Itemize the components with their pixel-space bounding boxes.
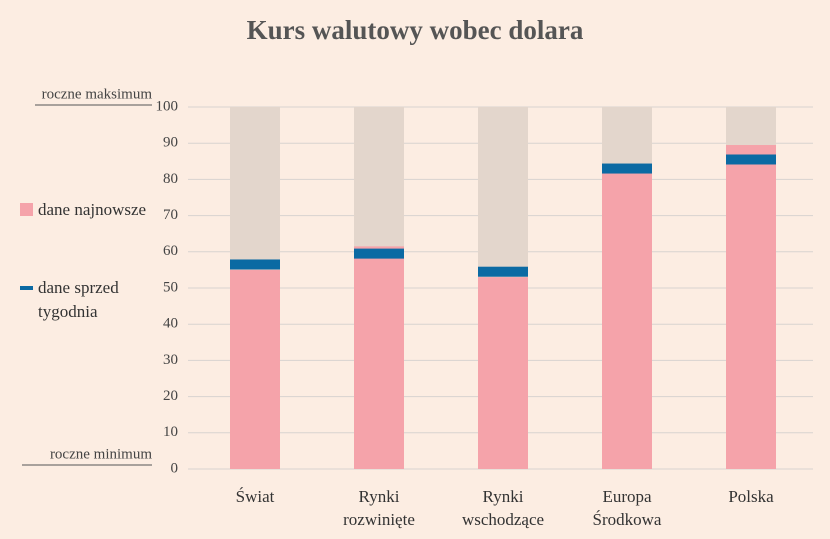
marker	[602, 163, 652, 174]
marker	[230, 259, 280, 270]
x-tick-label: Europa Środkowa	[592, 487, 662, 529]
legend-label: dane najnowsze	[38, 200, 147, 219]
bar	[478, 277, 528, 469]
annotation: roczne minimum	[50, 446, 152, 462]
x-tick-label: Rynki rozwinięte	[343, 487, 415, 529]
y-tick-label: 90	[163, 135, 178, 151]
bar	[354, 246, 404, 469]
y-tick-label: 70	[163, 207, 178, 223]
x-tick-label: Polska	[728, 487, 774, 506]
y-tick-label: 10	[163, 424, 178, 440]
legend-swatch	[20, 286, 33, 290]
marker	[726, 154, 776, 165]
y-tick-label: 60	[163, 243, 178, 259]
annotation: roczne maksimum	[42, 86, 153, 102]
y-tick-label: 100	[156, 98, 179, 114]
x-tick-label: Świat	[235, 487, 275, 506]
y-tick-label: 30	[163, 352, 178, 368]
y-tick-label: 0	[171, 460, 179, 476]
legend-swatch	[20, 203, 33, 216]
y-tick-label: 20	[163, 388, 178, 404]
y-tick-label: 50	[163, 279, 178, 295]
chart-title: Kurs walutowy wobec dolara	[247, 15, 584, 45]
x-tick-label: Rynki wschodzące	[461, 487, 545, 529]
bar	[726, 145, 776, 469]
bar	[602, 164, 652, 470]
y-tick-label: 80	[163, 171, 178, 187]
y-tick-label: 40	[163, 316, 178, 332]
legend-label: dane sprzed tygodnia	[38, 278, 119, 321]
bar	[230, 269, 280, 469]
marker	[478, 266, 528, 277]
marker	[354, 248, 404, 259]
